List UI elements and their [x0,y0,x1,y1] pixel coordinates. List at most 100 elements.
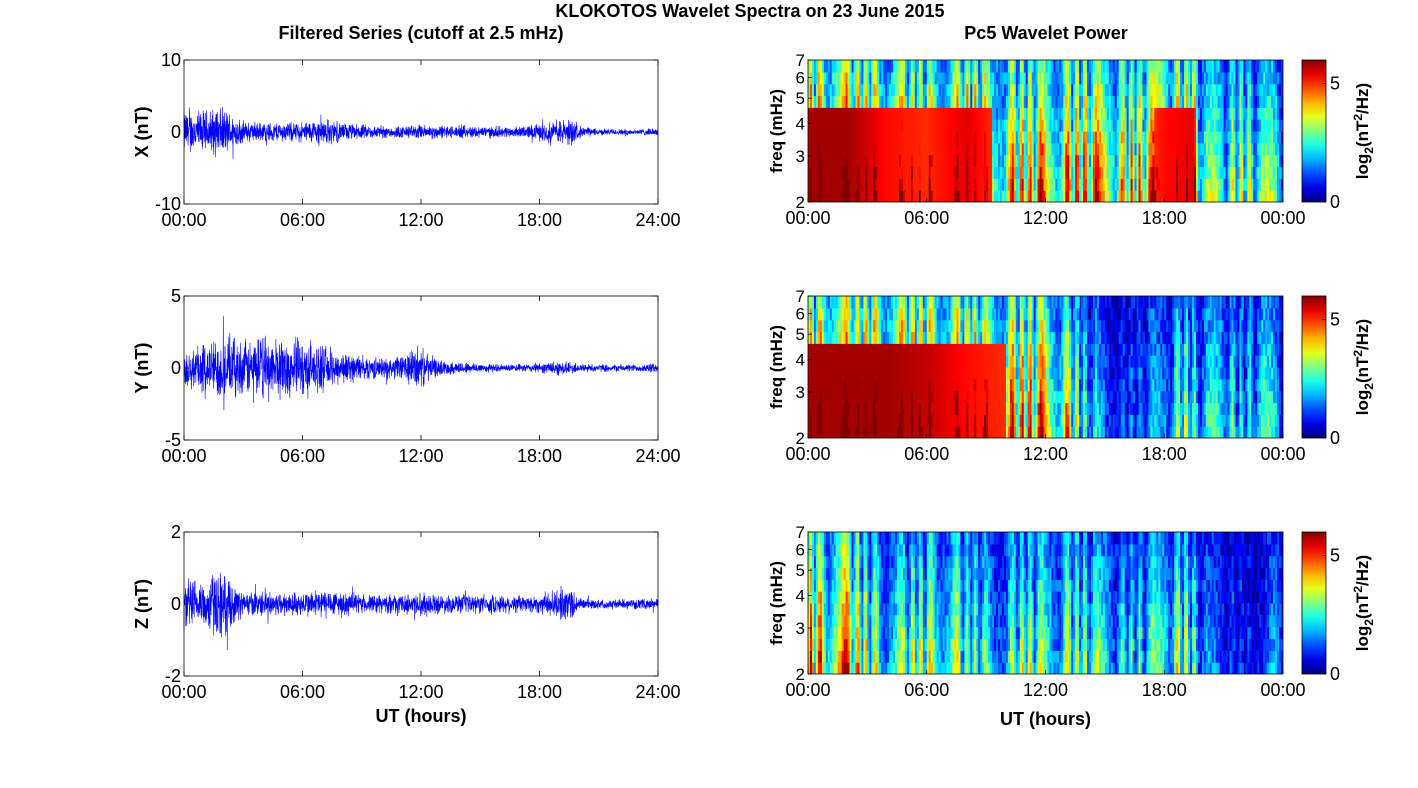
heatmap-cell [982,178,985,191]
heatmap-cell [1124,390,1128,404]
heatmap-cell [1116,426,1120,438]
heatmap-cell [1142,178,1146,191]
heatmap-cell [1150,166,1153,179]
heatmap-cell [1055,166,1058,179]
heatmap-cell [1106,71,1110,85]
heatmap-cell [1005,95,1009,108]
heatmap-cell [821,307,825,321]
heatmap-cell [1073,426,1076,438]
heatmap-cell [952,107,956,120]
heatmap-cell [1156,119,1159,132]
heatmap-cell [893,178,896,191]
heatmap-cell [829,355,833,368]
heatmap-cell [1005,307,1009,321]
heatmap-cell [1172,71,1175,85]
heatmap-cell [859,355,863,368]
heatmap-cell [928,83,932,97]
heatmap-cell [1229,131,1233,144]
heatmap-cell [1027,142,1031,156]
heatmap-cell [912,307,916,321]
heatmap-cell [1083,414,1086,427]
colorbar-label: log2(nT2/Hz) [1351,83,1376,179]
heatmap-cell [885,426,888,438]
heatmap-cell [808,402,811,415]
heatmap-cell [899,166,902,179]
heatmap-cell [873,95,876,108]
heatmap-cell [1271,142,1274,156]
heatmap-cell [1025,426,1029,438]
heatmap-cell [889,83,892,97]
heatmap-cell [1269,142,1272,156]
heatmap-cell [904,414,908,427]
heatmap-cell [1116,71,1120,85]
heatmap-cell [1231,178,1235,191]
heatmap-cell [988,142,991,156]
heatmap-cell [853,119,857,132]
heatmap-cell [823,296,827,309]
heatmap-cell [1007,390,1011,404]
heatmap-cell [1061,60,1064,73]
heatmap-cell [978,154,981,168]
heatmap-cell [1085,307,1088,321]
heatmap-cell [1132,414,1136,427]
heatmap-cell [1197,142,1201,156]
heatmap-cell [875,414,878,427]
heatmap-cell [1077,119,1080,132]
heatmap-cell [1193,166,1197,179]
heatmap-cell [1094,367,1098,380]
heatmap-cell [922,60,926,73]
heatmap-cell [1130,131,1134,144]
heatmap-cell [970,414,973,427]
heatmap-cell [1079,142,1082,156]
heatmap-cell [1009,390,1013,404]
heatmap-cell [1106,414,1110,427]
heatmap-cell [1102,166,1106,179]
heatmap-cell [1233,131,1237,144]
heatmap-cell [976,95,979,108]
heatmap-cell [887,390,890,404]
heatmap-cell [932,296,936,309]
heatmap-cell [1102,83,1106,97]
heatmap-cell [889,107,892,120]
heatmap-cell [974,154,977,168]
heatmap-cell [891,166,894,179]
heatmap-cell [899,95,902,108]
heatmap-cell [1255,142,1258,156]
heatmap-cell [924,367,928,380]
heatmap-cell [1045,343,1049,356]
heatmap-cell [1257,178,1260,191]
heatmap-cell [871,378,874,392]
heatmap-cell [883,166,886,179]
heatmap-cell [1033,154,1037,168]
heatmap-cell [1263,119,1266,132]
heatmap-cell [988,119,991,132]
heatmap-cell [833,166,837,179]
heatmap-cell [1205,142,1209,156]
heatmap-cell [1162,190,1165,202]
heatmap-cell [956,307,960,321]
heatmap-cell [1170,83,1173,97]
heatmap-cell [825,307,829,321]
heatmap-cell [1061,166,1064,179]
heatmap-cell [1023,190,1027,202]
heatmap-cell [1154,142,1157,156]
heatmap-cell [1156,142,1159,156]
heatmap-cell [952,426,956,438]
heatmap-cell [1009,426,1013,438]
heatmap-cell [895,107,898,120]
heatmap-cell [808,142,811,156]
heatmap-cell [1271,107,1274,120]
heatmap-cell [990,319,993,333]
heatmap-cell [899,60,902,73]
heatmap-cell [946,71,950,85]
heatmap-cell [944,378,948,392]
heatmap-cell [914,367,918,380]
heatmap-cell [867,426,870,438]
heatmap-cell [1035,414,1039,427]
heatmap-cell [1081,355,1084,368]
heatmap-cell [1057,296,1060,309]
heatmap-cell [1075,355,1078,368]
heatmap-cell [1166,95,1169,108]
heatmap-cell [922,71,926,85]
heatmap-cell [1172,107,1175,120]
